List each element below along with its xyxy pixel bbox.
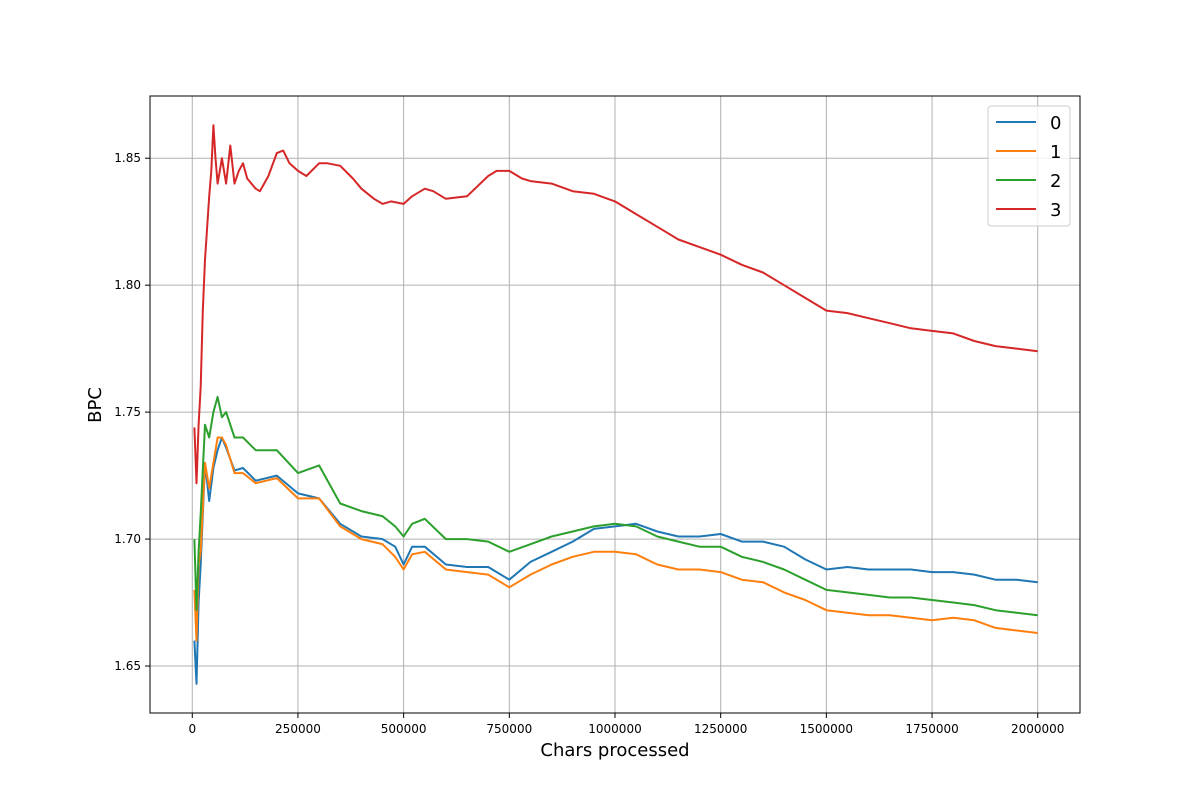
legend-box [987,105,1071,227]
y-axis-label: BPC [85,387,106,423]
y-axis: 1.65 1.70 1.75 1.80 1.85 [114,151,150,673]
y-tick-label: 1.85 [114,151,141,165]
y-tick-label: 1.75 [114,405,141,419]
x-tick-label: 2000000 [1011,722,1064,736]
series-line-3 [193,124,1038,485]
legend-label: 0 [1050,113,1061,134]
x-tick-label: 1500000 [800,722,853,736]
x-tick-label: 1250000 [694,722,747,736]
x-axis-label: Chars processed [540,740,689,761]
legend-label: 3 [1050,200,1061,221]
x-tick-label: 1000000 [588,722,641,736]
legend: 0 1 2 3 [987,105,1071,227]
y-tick-label: 1.70 [114,532,141,546]
legend-label: 2 [1050,171,1061,192]
legend-label: 1 [1050,142,1061,163]
x-tick-label: 250000 [275,722,321,736]
y-tick-label: 1.80 [114,278,141,292]
x-tick-label: 0 [188,722,196,736]
y-tick-label: 1.65 [114,659,141,673]
series-layer [193,124,1038,685]
x-tick-label: 500000 [381,722,427,736]
x-tick-label: 1750000 [905,722,958,736]
series-line-2 [193,395,1038,617]
x-tick-label: 750000 [486,722,532,736]
x-axis: 0 250000 500000 750000 1000000 1250000 1500000… [188,713,1064,736]
series-line-1 [193,436,1038,642]
